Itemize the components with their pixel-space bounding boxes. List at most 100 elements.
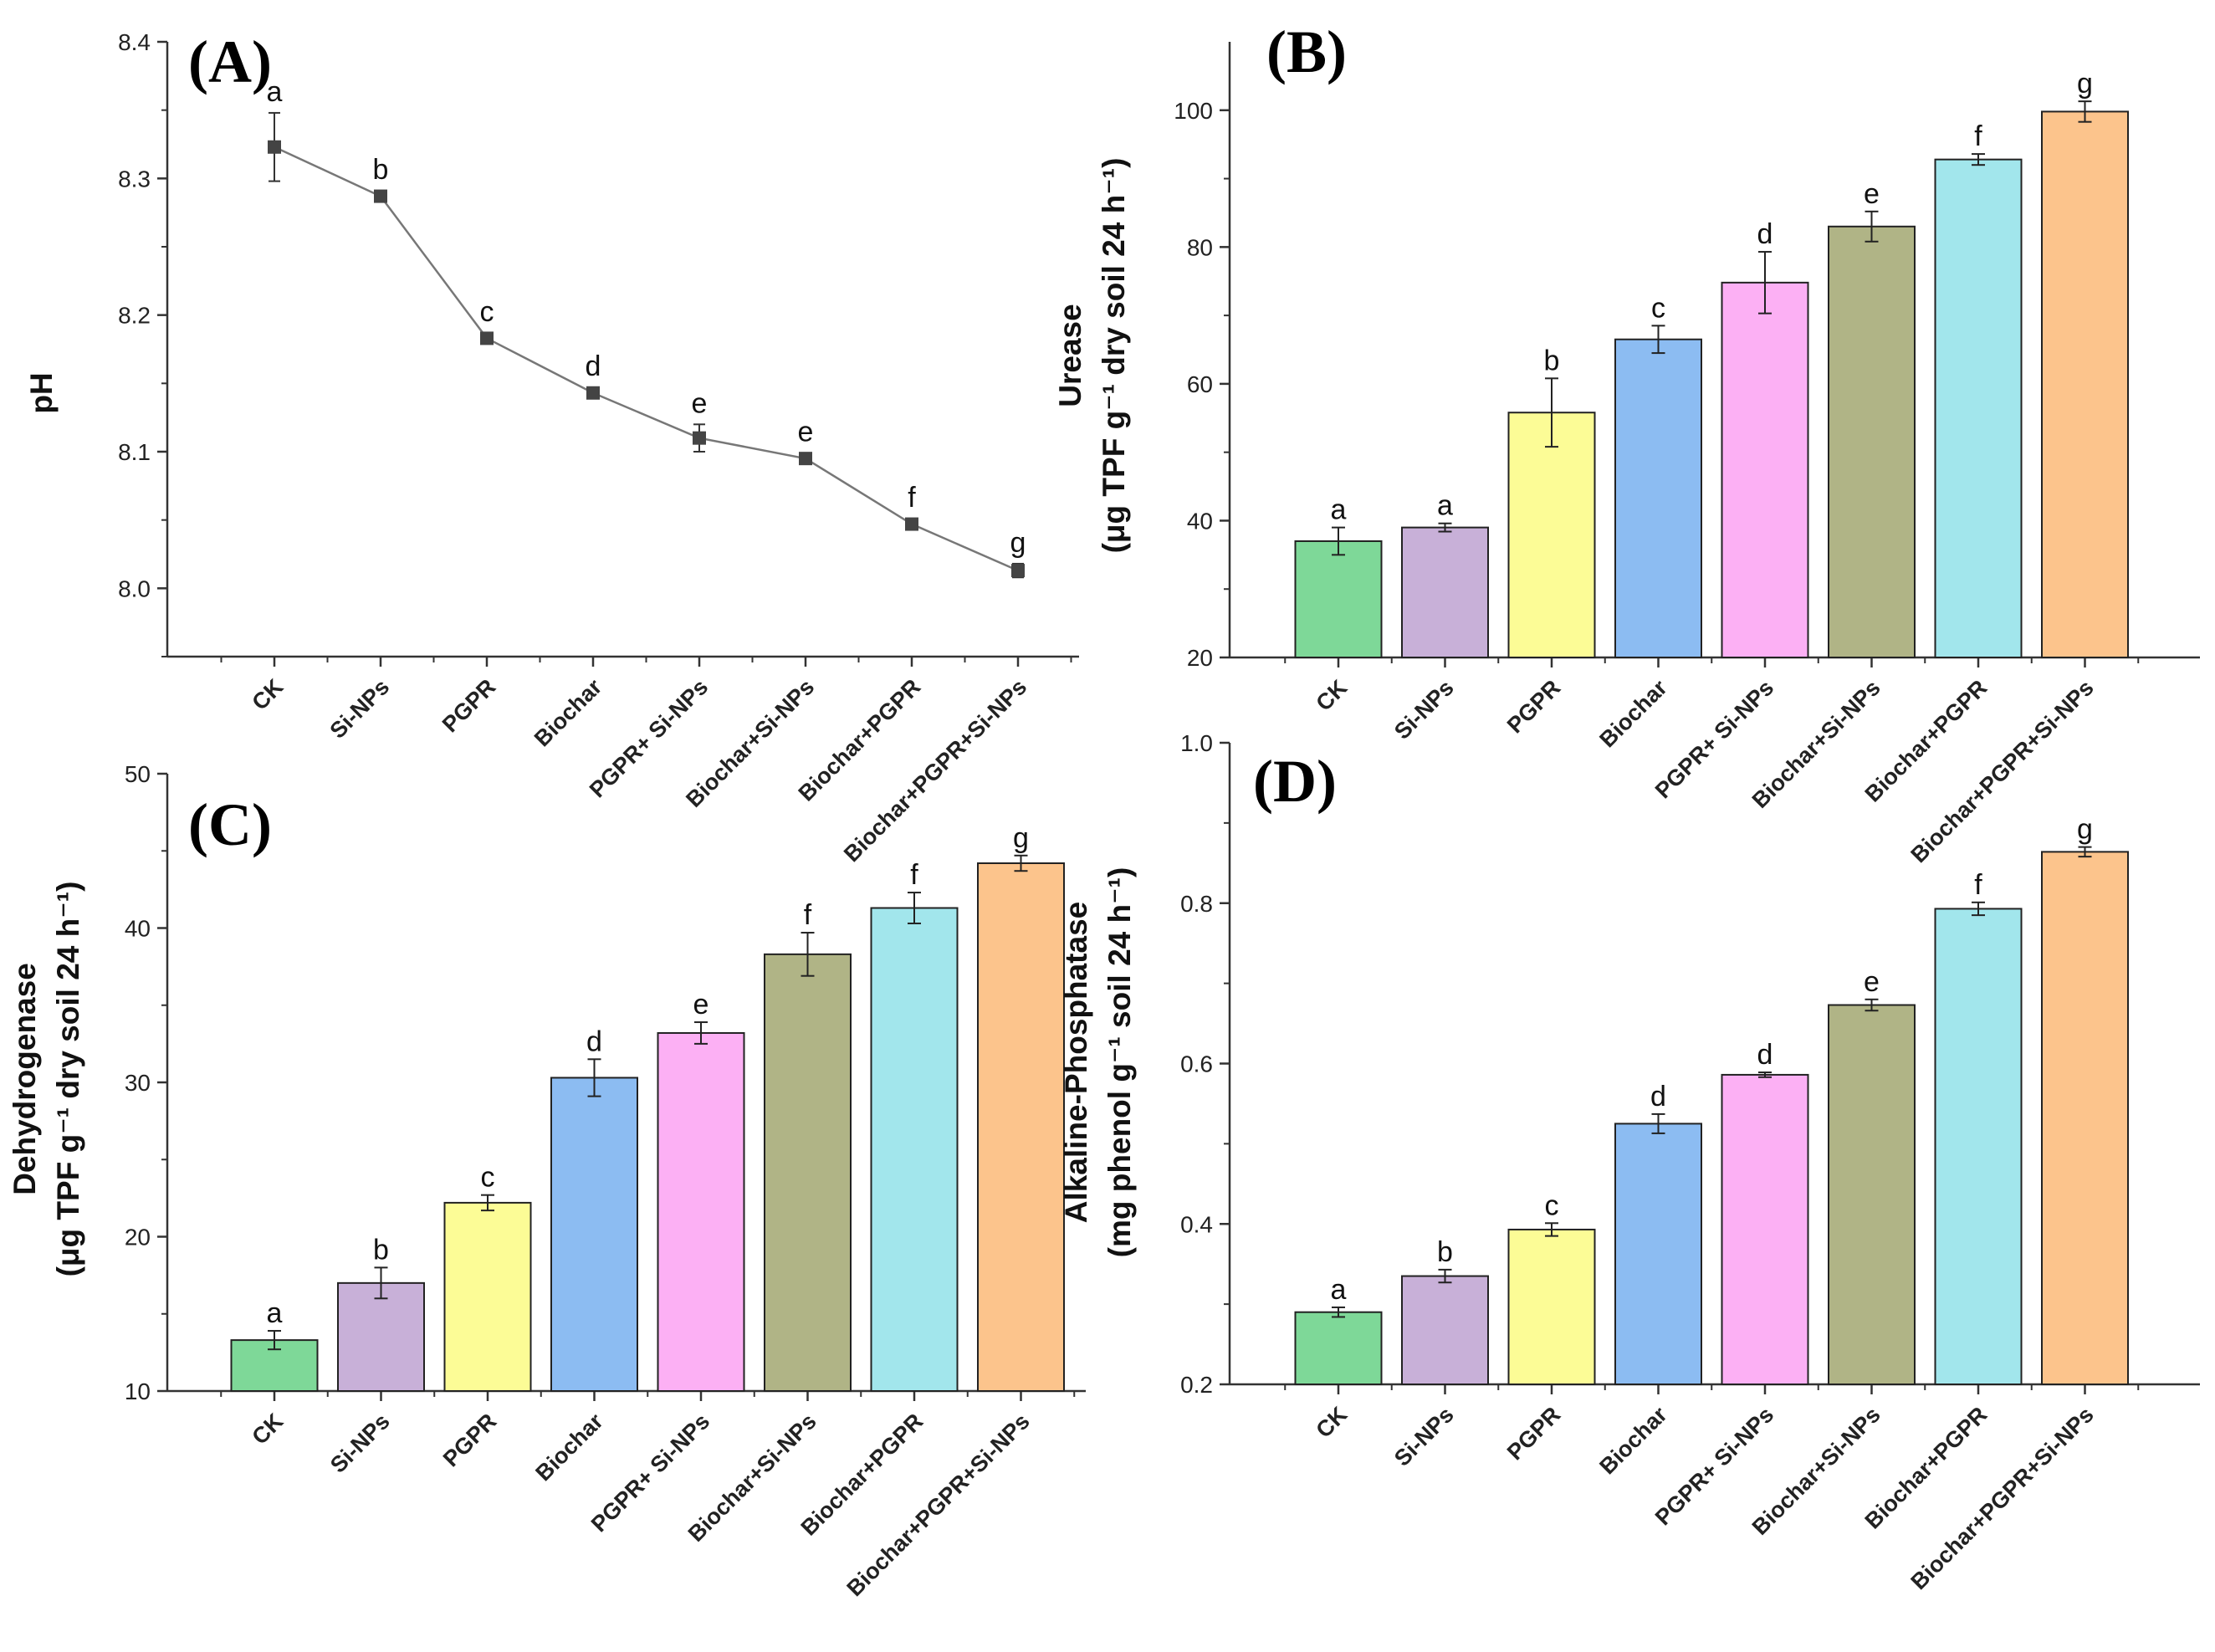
panel-C-significance-letter: a [267, 1297, 283, 1329]
panel-B-y-axis-label: Urease [1053, 304, 1087, 407]
panel-A-y-axis-label: pH [24, 372, 59, 413]
panel-B-category-label: Si-NPs [1389, 675, 1459, 744]
panel-D-chart: 0.20.40.60.81.0CK Si-NPs PGPR BiocharPGPR+ … [1059, 730, 2200, 1594]
panel-B-bar [1934, 158, 2023, 658]
panel-B-significance-letter: g [2077, 68, 2093, 100]
panel-C-y-tick-label: 10 [125, 1378, 151, 1404]
panel-D-category-label: CK [1311, 1402, 1352, 1443]
panel-D-significance-letter: a [1331, 1274, 1347, 1306]
panel-C-y-tick-label: 50 [125, 761, 151, 787]
panel-A-data-point [799, 452, 812, 466]
panel-B-significance-letter: b [1544, 345, 1560, 376]
panel-D-bar [1401, 1275, 1489, 1385]
panel-C-category-label: Biochar [530, 1409, 608, 1486]
panel-D-bar [1507, 1228, 1596, 1386]
panel-C-y-axis-label: Dehydrogenase [8, 963, 42, 1195]
panel-D-significance-letter: d [1757, 1039, 1773, 1071]
panel-A-y-tick-label: 8.1 [118, 439, 151, 465]
panel-C-significance-letter: f [910, 859, 918, 891]
panel-C-bar [550, 1077, 638, 1392]
panel-A-significance-letter: d [586, 350, 601, 382]
panel-A-category-label: PGPR [437, 674, 500, 737]
panel-D-significance-letter: f [1974, 869, 1982, 901]
panel-D-significance-letter: g [2077, 814, 2093, 846]
panel-D-bar [1614, 1123, 1702, 1385]
panel-D-category-label: Biochar [1594, 1402, 1672, 1480]
panel-B-y-tick-label: 20 [1187, 645, 1213, 671]
panel-C-category-label: CK [247, 1409, 288, 1450]
panel-B-category-label: Biochar [1594, 675, 1672, 753]
panel-C-category-label: PGPR [438, 1409, 501, 1471]
panel-B-significance-letter: d [1757, 218, 1773, 250]
panel-C-significance-letter: d [586, 1025, 602, 1057]
panel-A-label: (A) [188, 28, 272, 95]
panel-C-significance-letter: c [481, 1162, 495, 1194]
panel-A-y-tick-label: 8.2 [118, 303, 151, 329]
panel-A-data-point [905, 517, 918, 531]
panel-B-y-tick-label: 100 [1174, 98, 1213, 124]
panel-B-bar [1721, 281, 1809, 658]
panel-A-y-tick-label: 8.0 [118, 575, 151, 601]
panel-A-data-point [268, 140, 281, 154]
panel-C-significance-letter: g [1013, 822, 1029, 854]
panel-B-label: (B) [1266, 18, 1347, 85]
panel-D-bar [1294, 1311, 1383, 1386]
panel-C-significance-letter: f [804, 899, 812, 931]
panel-A-significance-letter: b [373, 154, 389, 186]
panel-C-significance-letter: b [373, 1234, 389, 1266]
panel-D-y-tick-label: 0.8 [1180, 891, 1213, 917]
panel-C-y-axis-label: (μg TPF g⁻¹ dry soil 24 h⁻¹) [51, 882, 85, 1277]
panel-A-chart: 8.08.18.28.38.4CK Si-NPs PGPR BiocharPGPR+ … [24, 29, 1079, 867]
panel-D-significance-letter: c [1545, 1189, 1559, 1221]
panel-A-data-point [1011, 564, 1025, 578]
panel-C-significance-letter: e [693, 989, 709, 1020]
panel-B-category-label: Biochar+PGPR+Si-NPs [1906, 675, 2099, 867]
panel-B-category-label: PGPR [1502, 675, 1565, 738]
panel-B-y-tick-label: 80 [1187, 234, 1213, 260]
panel-B-bar [1294, 540, 1383, 658]
panel-A-significance-letter: e [692, 387, 708, 419]
panel-B-bar [1507, 412, 1596, 658]
panel-B-category-label: CK [1311, 675, 1352, 716]
panel-A-series-line [274, 146, 1019, 572]
panel-D-y-axis-label: Alkaline-Phosphatase [1059, 902, 1093, 1224]
panel-C-category-label: Si-NPs [325, 1409, 395, 1478]
panel-D-bar [1934, 908, 2023, 1386]
panel-A-category-label: Si-NPs [325, 674, 394, 744]
panel-D-category-label: Biochar+PGPR+Si-NPs [1906, 1402, 2099, 1594]
panel-C-label: (C) [188, 791, 272, 858]
panel-D-y-tick-label: 0.6 [1180, 1051, 1213, 1077]
panel-B-bar [2041, 110, 2129, 658]
panel-D-y-axis-label: (mg phenol g⁻¹ soil 24 h⁻¹) [1102, 867, 1137, 1258]
panel-A-significance-letter: f [908, 482, 916, 514]
panel-D-significance-letter: d [1650, 1081, 1666, 1112]
panel-A-significance-letter: g [1010, 527, 1026, 559]
panel-B-significance-letter: a [1331, 494, 1347, 526]
panel-C-y-tick-label: 20 [125, 1225, 151, 1251]
panel-A-data-point [586, 386, 600, 400]
panel-D-category-label: Si-NPs [1389, 1402, 1459, 1471]
panel-C-bar [764, 953, 852, 1392]
panel-A-significance-letter: a [267, 76, 283, 108]
panel-D-bar [2041, 851, 2129, 1385]
panel-B-bar [1828, 225, 1916, 658]
panel-B-y-tick-label: 40 [1187, 508, 1213, 534]
panel-A-data-point [374, 189, 387, 203]
panel-B-significance-letter: f [1974, 120, 1982, 152]
panel-C-bar [977, 862, 1065, 1392]
panel-D-y-tick-label: 1.0 [1180, 730, 1213, 756]
panel-A-data-point [480, 331, 494, 345]
panel-D-y-tick-label: 0.4 [1180, 1211, 1213, 1237]
panel-C-bar [657, 1031, 745, 1392]
panel-A-significance-letter: c [480, 296, 494, 328]
panel-D-bar [1828, 1004, 1916, 1385]
panel-A-significance-letter: e [798, 417, 814, 448]
panel-B-y-axis-label: (μg TPF g⁻¹ dry soil 24 h⁻¹) [1097, 158, 1131, 554]
panel-B-bar [1401, 526, 1489, 658]
panel-A-category-label: CK [247, 674, 288, 715]
panel-B-significance-letter: e [1864, 178, 1880, 210]
panel-D-significance-letter: b [1437, 1236, 1453, 1268]
panel-D-category-label: PGPR [1502, 1402, 1565, 1465]
